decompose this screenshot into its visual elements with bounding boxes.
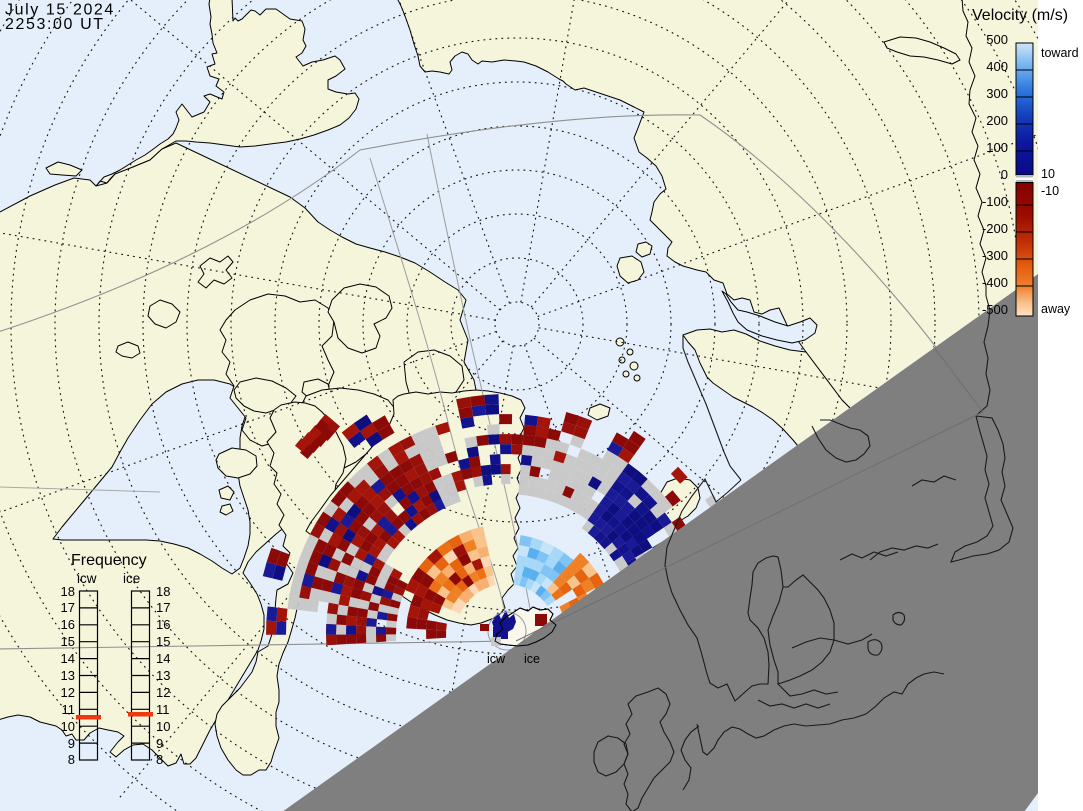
svg-text:9: 9 (68, 736, 75, 751)
svg-text:-200: -200 (982, 221, 1008, 236)
svg-text:500: 500 (986, 32, 1008, 47)
svg-text:14: 14 (61, 651, 75, 666)
svg-text:Frequency: Frequency (71, 552, 147, 569)
svg-text:400: 400 (986, 59, 1008, 74)
svg-text:300: 300 (986, 86, 1008, 101)
svg-text:13: 13 (61, 668, 75, 683)
svg-text:17: 17 (61, 600, 75, 615)
svg-text:8: 8 (68, 752, 75, 767)
svg-text:-400: -400 (982, 275, 1008, 290)
svg-text:away: away (1041, 302, 1071, 316)
svg-text:16: 16 (61, 617, 75, 632)
svg-text:ice: ice (123, 571, 140, 586)
svg-text:9: 9 (156, 736, 163, 751)
svg-text:12: 12 (61, 685, 75, 700)
svg-text:10: 10 (61, 719, 75, 734)
svg-text:10: 10 (1041, 167, 1055, 181)
svg-text:-500: -500 (982, 302, 1008, 317)
svg-text:-300: -300 (982, 248, 1008, 263)
svg-text:15: 15 (61, 634, 75, 649)
svg-text:icw: icw (487, 652, 506, 666)
svg-text:200: 200 (986, 113, 1008, 128)
svg-text:18: 18 (61, 584, 75, 599)
svg-text:13: 13 (156, 668, 170, 683)
svg-text:ice: ice (524, 652, 540, 666)
svg-text:8: 8 (156, 752, 163, 767)
svg-text:11: 11 (156, 702, 170, 717)
svg-text:-100: -100 (982, 194, 1008, 209)
svg-text:toward: toward (1041, 46, 1079, 60)
svg-text:0: 0 (1001, 167, 1008, 182)
svg-text:2253:00 UT: 2253:00 UT (5, 16, 105, 33)
svg-text:15: 15 (156, 634, 170, 649)
svg-text:17: 17 (156, 600, 170, 615)
svg-text:11: 11 (62, 702, 76, 717)
svg-text:12: 12 (156, 685, 170, 700)
svg-text:16: 16 (156, 617, 170, 632)
svg-text:-10: -10 (1041, 184, 1059, 198)
svg-text:July 15 2024: July 15 2024 (5, 2, 115, 19)
svg-text:18: 18 (156, 584, 170, 599)
svg-text:10: 10 (156, 719, 170, 734)
svg-text:14: 14 (156, 651, 170, 666)
svg-text:icw: icw (77, 571, 97, 586)
svg-text:Velocity (m/s): Velocity (m/s) (972, 7, 1068, 24)
svg-text:100: 100 (986, 140, 1008, 155)
